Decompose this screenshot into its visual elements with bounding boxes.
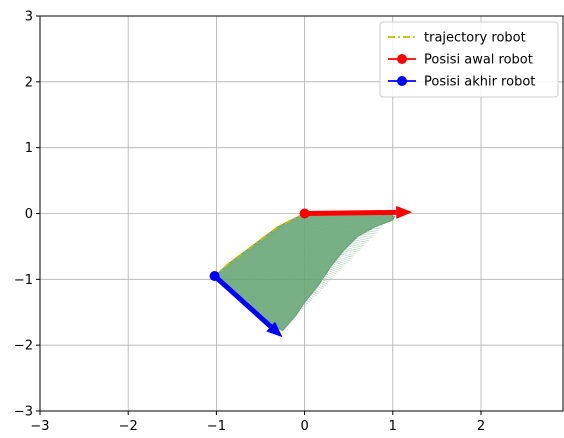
orientation-arrow <box>228 265 301 313</box>
legend-swatch-marker <box>397 76 407 86</box>
orientation-arrow <box>226 267 298 316</box>
orientation-arrow <box>286 225 371 240</box>
orientation-arrow <box>277 232 360 251</box>
start-arrow-shaft <box>304 209 397 216</box>
orientation-arrow <box>219 272 290 325</box>
orientation-arrow <box>265 240 345 266</box>
orientation-arrow <box>247 253 323 290</box>
orientation-arrow <box>298 217 385 225</box>
orientation-arrow <box>254 247 333 280</box>
x-tick-label: 2 <box>477 419 485 434</box>
y-tick-label: 1 <box>25 141 33 156</box>
x-tick-label: −1 <box>207 419 226 434</box>
orientation-arrow <box>239 258 314 300</box>
x-tick-label: 0 <box>300 419 308 434</box>
orientation-arrow <box>269 237 350 261</box>
orientation-arrow <box>266 239 347 265</box>
orientation-arrow <box>245 254 322 291</box>
orientation-arrow <box>290 223 376 235</box>
orientation-arrow <box>296 218 384 226</box>
data-layer <box>209 205 413 338</box>
orientation-arrow <box>287 224 373 238</box>
orientation-arrow <box>234 262 307 306</box>
orientation-arrow <box>267 238 349 263</box>
x-tick-label: 1 <box>389 419 397 434</box>
legend: trajectory robot Posisi awal robot Posisi … <box>379 21 559 98</box>
orientation-arrow <box>284 226 369 241</box>
orientation-arrow <box>279 230 363 248</box>
orientation-arrow <box>295 219 382 228</box>
orientation-arrow <box>243 255 318 295</box>
axes-layer: −3 −2 −1 0 1 2 −3 −2 −1 0 1 2 3 <box>14 10 564 434</box>
orientation-arrow <box>278 231 361 250</box>
orientation-arrow <box>273 234 355 256</box>
orientation-arrow <box>281 229 365 246</box>
x-tick-label: −2 <box>119 419 138 434</box>
orientation-arrow <box>300 215 389 221</box>
orientation-arrow <box>282 228 366 245</box>
orientation-arrow <box>248 252 325 288</box>
orientation-arrow <box>224 268 296 318</box>
trajectory-line <box>214 212 305 277</box>
end-arrow-shaft <box>212 274 273 329</box>
end-marker <box>209 271 220 282</box>
orientation-arrow <box>294 220 381 230</box>
orientation-arrow <box>271 235 353 258</box>
orientation-arrow <box>220 271 291 323</box>
orientation-arrow <box>260 244 339 273</box>
orientation-arrow <box>299 216 387 223</box>
start-marker <box>299 208 310 219</box>
end-arrow-head <box>266 321 283 338</box>
orientation-arrow <box>291 222 377 233</box>
y-tick-label: 0 <box>25 207 33 222</box>
legend-box <box>379 21 559 98</box>
legend-label: Posisi awal robot <box>424 53 533 68</box>
y-tick-label: −3 <box>14 405 33 420</box>
orientation-arrow <box>275 233 358 253</box>
orientation-arrow <box>231 264 304 310</box>
orientation-arrow <box>240 257 315 298</box>
orientation-arrow <box>257 245 336 276</box>
y-tick-label: −1 <box>14 273 33 288</box>
orientation-arrow <box>251 250 328 285</box>
orientation-arrow <box>258 244 337 275</box>
orientation-arrow <box>274 234 357 255</box>
orientation-arrow <box>223 269 294 320</box>
orientation-arrow <box>217 273 286 328</box>
y-tick-label: −2 <box>14 339 33 354</box>
orientation-arrow <box>241 256 317 296</box>
orientation-arrow <box>301 215 390 220</box>
orientation-arrow <box>253 248 331 281</box>
orientation-arrow <box>249 251 326 286</box>
orientation-arrow <box>232 263 306 308</box>
orientation-arrow <box>227 266 299 315</box>
orientation-arrow <box>283 227 368 243</box>
orientation-arrow <box>230 264 302 311</box>
orientation-arrow <box>292 221 379 231</box>
orientation-arrow <box>256 246 334 278</box>
orientation-arrow <box>237 259 312 301</box>
start-arrow-head <box>396 205 413 219</box>
legend-label: Posisi akhir robot <box>424 75 535 90</box>
orientation-arrow <box>244 254 320 293</box>
orientation-arrow <box>261 243 341 271</box>
legend-swatch-marker <box>397 54 407 64</box>
orientation-arrow <box>264 241 344 268</box>
orientation-arrow <box>262 242 342 270</box>
orientation-arrow <box>236 260 310 303</box>
x-tick-label: −3 <box>30 419 49 434</box>
orientation-arrow <box>235 261 309 305</box>
orientation-arrow <box>270 236 352 260</box>
y-tick-label: 2 <box>25 75 33 90</box>
legend-label: trajectory robot <box>424 31 526 46</box>
orientation-arrow <box>252 249 329 283</box>
orientation-arrow <box>218 273 288 326</box>
y-tick-label: 3 <box>25 10 33 25</box>
orientation-arrow <box>222 270 293 321</box>
orientation-arrow <box>288 224 374 236</box>
